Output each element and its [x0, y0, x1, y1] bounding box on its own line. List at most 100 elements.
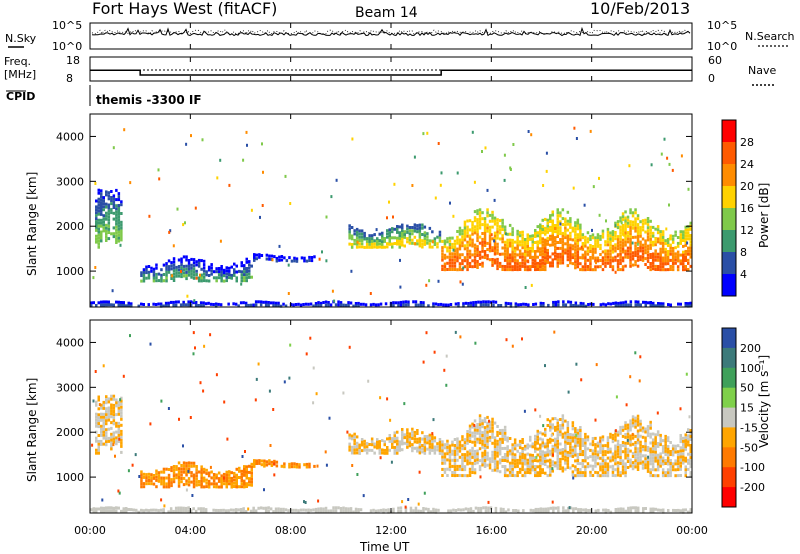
echo-cell: [599, 243, 602, 247]
echo-cell: [501, 268, 504, 271]
echo-cell: [187, 270, 191, 274]
echo-cell: [431, 448, 434, 452]
echo-cell: [155, 475, 158, 479]
echo-cell: [569, 234, 572, 238]
echo-cell: [491, 216, 494, 220]
echo-cell: [634, 211, 637, 215]
echo-cell: [556, 454, 559, 458]
echo-cell: [100, 221, 103, 225]
echo-cell: [574, 444, 577, 448]
echo-cell: [473, 443, 477, 447]
echo-cell: [107, 400, 111, 404]
echo-cell: [112, 394, 116, 398]
echo-cell: [355, 448, 359, 452]
echo-cell: [569, 223, 572, 226]
echo-cell: [305, 465, 309, 469]
echo-cell: [238, 469, 241, 473]
echo-cell: [672, 508, 675, 512]
echo-cell: [105, 398, 108, 402]
echo-cell: [408, 444, 412, 448]
echo-cell: [469, 304, 473, 308]
echo-cell: [358, 443, 361, 447]
echo-cell: [453, 465, 457, 469]
echo-cell: [591, 467, 595, 471]
echo-cell: [194, 509, 198, 513]
echo-cell: [115, 213, 118, 217]
echo-cell: [348, 448, 351, 452]
echo-cell: [97, 242, 100, 246]
echo-cell: [282, 510, 285, 514]
echo-cell: [551, 243, 554, 247]
echo-cell: [337, 300, 340, 304]
echo-cell: [205, 273, 208, 277]
echo-cell: [230, 485, 233, 489]
echo-cell: [95, 220, 98, 224]
echo-cell: [304, 302, 308, 306]
echo-cell: [451, 252, 454, 256]
echo-cell: [448, 447, 452, 451]
echo-cell: [574, 465, 577, 469]
echo-cell: [557, 506, 560, 510]
echo-cell: [661, 268, 665, 272]
echo-cell: [521, 261, 524, 265]
echo-cell: [542, 304, 545, 308]
echo-cell: [576, 456, 580, 459]
echo-cell: [491, 263, 494, 267]
echo-cell: [102, 223, 105, 227]
echo-cell: [561, 432, 565, 436]
echo-cell: [468, 433, 472, 437]
echo-cell: [295, 259, 299, 263]
echo-cell: [468, 255, 472, 259]
echo-cell: [244, 304, 248, 308]
echo-cell: [518, 261, 522, 265]
echo-cell: [167, 510, 170, 514]
echo-cell: [102, 430, 105, 434]
echo-cell: [428, 445, 432, 449]
echo-cell: [523, 459, 527, 463]
echo-cell: [303, 256, 306, 260]
echo-cell: [473, 468, 477, 472]
echo-cell: [401, 439, 404, 443]
echo-cell: [614, 459, 617, 463]
echo-cell: [586, 456, 590, 460]
echo-cell: [657, 508, 660, 512]
echo-cell: [463, 235, 467, 239]
echo-cell: [576, 262, 580, 266]
echo-cell: [473, 456, 477, 459]
echo-cell: [649, 447, 652, 451]
echo-cell: [471, 265, 474, 269]
echo-cell: [616, 445, 620, 449]
echo-cell: [373, 451, 376, 455]
echo-cell: [501, 234, 504, 238]
echo-cell: [596, 474, 600, 478]
echo-cell: [546, 236, 549, 240]
echo-cell: [314, 510, 318, 514]
echo-cell: [100, 224, 103, 228]
echo-cell: [197, 261, 201, 265]
echo-cell: [100, 415, 103, 419]
echo-cell: [518, 446, 522, 450]
echo-cell: [576, 244, 580, 248]
echo-cell: [539, 241, 542, 245]
echo-cell: [549, 422, 552, 426]
echo-cell: [194, 303, 198, 307]
velocity-echo-cells: [90, 330, 692, 514]
echo-cell: [541, 438, 544, 442]
echo-cell: [626, 466, 630, 469]
echo-cell: [646, 469, 650, 473]
echo-cell: [671, 253, 675, 256]
echo-speckle: [185, 142, 188, 146]
echo-cell: [448, 264, 452, 268]
echo-cell: [476, 212, 479, 216]
echo-cell: [569, 255, 572, 259]
echo-cell: [601, 259, 605, 263]
echo-cell: [396, 445, 399, 449]
echo-cell: [554, 464, 557, 468]
echo-cell: [666, 439, 670, 443]
echo-cell: [481, 445, 484, 449]
echo-cell: [449, 509, 453, 513]
echo-cell: [511, 268, 514, 272]
echo-cell: [97, 439, 100, 443]
echo-speckle: [598, 176, 600, 180]
echo-cell: [172, 275, 176, 279]
